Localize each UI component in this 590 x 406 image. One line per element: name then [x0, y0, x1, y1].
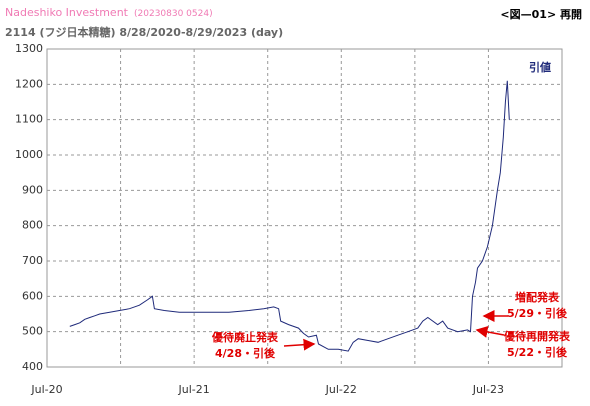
source-name: Nadeshiko Investment [5, 6, 129, 19]
y-tick-label: 800 [22, 219, 43, 232]
legend-label: 引値 [529, 60, 551, 74]
annotation-text: 5/29・引後 [507, 306, 568, 320]
x-tick-label: Jul-21 [178, 383, 210, 396]
y-tick-label: 600 [22, 289, 43, 302]
annotation-text: 優待再開発表 [503, 329, 571, 343]
annotation-text: 5/22・引後 [507, 345, 568, 359]
chart-title: 2114 (フジ日本精糖) 8/28/2020-8/29/2023 (day) [5, 25, 283, 39]
y-tick-label: 1200 [15, 77, 43, 90]
timestamp: (20230830 0524) [134, 9, 213, 19]
plot-area [46, 48, 563, 368]
annotation-arrow [283, 338, 316, 351]
price-line [69, 80, 510, 352]
y-tick-label: 400 [22, 360, 43, 373]
annotation-text: 4/28・引後 [215, 346, 276, 360]
figure-label: <図—01> 再開 [500, 7, 582, 21]
annotation-text: 増配発表 [515, 290, 560, 304]
y-tick-label: 1000 [15, 148, 43, 161]
y-tick-label: 500 [22, 325, 43, 338]
x-tick-label: Jul-20 [30, 383, 62, 396]
x-tick-label: Jul-22 [325, 383, 357, 396]
y-tick-label: 900 [22, 183, 43, 196]
y-tick-label: 1300 [15, 42, 43, 55]
x-tick-label: Jul-23 [472, 383, 504, 396]
y-tick-label: 700 [22, 254, 43, 267]
y-tick-label: 1100 [15, 113, 43, 126]
annotation-text: 優待廃止発表 [211, 330, 279, 344]
source: Nadeshiko Investment (20230830 0524) [5, 6, 213, 19]
annotation-arrow [475, 326, 505, 338]
